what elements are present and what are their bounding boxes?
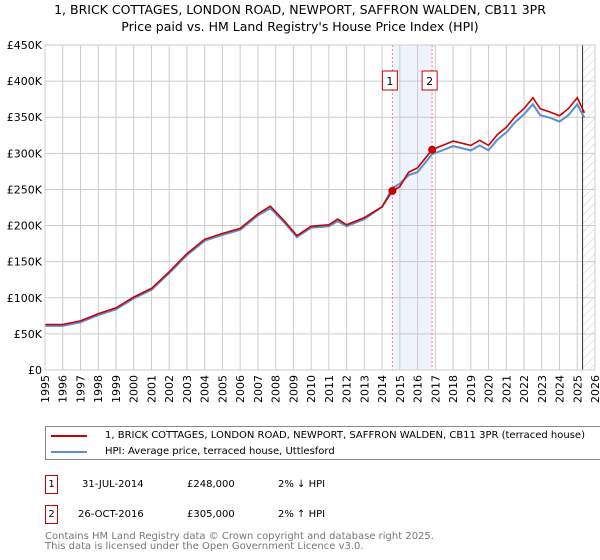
chart: 1995 1996 1997 1998 1999 2000 2001 2002 2003 2004…: [7, 39, 600, 403]
x-tick-label: 2020: [483, 375, 496, 403]
sale-date: 31-JUL-2014: [82, 479, 144, 490]
y-tick-label: £50K: [14, 328, 43, 341]
x-tick-label: 1995: [39, 375, 52, 403]
y-tick-label: £0: [28, 364, 42, 377]
sale-price: £248,000: [187, 479, 235, 490]
x-tick-label: 2004: [199, 375, 212, 403]
sale-hpi: 2% ↓ HPI: [278, 479, 326, 490]
x-tick-label: 2021: [500, 375, 513, 403]
x-tick-label: 2013: [358, 375, 371, 403]
x-tick-label: 2010: [305, 375, 318, 403]
property-line: [45, 96, 586, 326]
y-tick-label: £350K: [7, 111, 43, 124]
x-tick-label: 2017: [429, 375, 442, 403]
x-tick-label: 2023: [536, 375, 549, 403]
x-tick-label: 2016: [412, 375, 425, 403]
x-tick-label: 1999: [110, 375, 123, 403]
legend-hpi: HPI: Average price, terraced house, Uttl…: [105, 446, 335, 457]
x-tick-label: 1998: [92, 375, 105, 403]
x-tick-label: 1996: [57, 375, 70, 403]
x-tick-label: 2008: [270, 375, 283, 403]
y-tick-label: £200K: [7, 220, 43, 233]
sale-row-1: 1 31-JUL-2014 £248,000 2% ↓ HPI: [45, 475, 325, 494]
legend: 1, BRICK COTTAGES, LONDON ROAD, NEWPORT,…: [45, 426, 600, 460]
x-tick-label: 2009: [287, 375, 300, 403]
footer-line-1: Contains HM Land Registry data © Crown c…: [45, 531, 434, 542]
x-tick-label: 2015: [394, 375, 407, 403]
sale-marker-2: 2: [45, 505, 58, 524]
forecast-hatch: [582, 45, 595, 370]
sale-date: 26-OCT-2016: [78, 509, 144, 520]
x-tick-label: 2019: [465, 375, 478, 403]
legend-blue-line: [51, 450, 87, 453]
sale-marker-1: 1: [45, 475, 58, 494]
x-tick-label: 2001: [145, 375, 158, 403]
chart-subtitle: Price paid vs. HM Land Registry's House …: [121, 19, 479, 34]
hpi-line: [45, 102, 586, 327]
y-tick-label: £450K: [7, 39, 43, 52]
x-tick-label: 2022: [518, 375, 531, 403]
x-tick-label: 2014: [376, 375, 389, 403]
x-tick-label: 2024: [554, 375, 567, 403]
sale-label: 1: [386, 75, 393, 88]
sale-price: £305,000: [187, 509, 235, 520]
x-tick-label: 2026: [589, 375, 600, 403]
x-tick-label: 2018: [447, 375, 460, 403]
x-tick-label: 2025: [571, 375, 584, 403]
sale-point: [428, 145, 437, 154]
x-tick-label: 2007: [252, 375, 265, 403]
sale-period-band: [392, 45, 433, 370]
sale-label: 2: [426, 75, 433, 88]
y-tick-label: £150K: [7, 256, 43, 269]
footer: Contains HM Land Registry data © Crown c…: [45, 532, 434, 552]
y-tick-label: £300K: [7, 147, 43, 160]
plot-frame: [44, 44, 596, 371]
x-tick-label: 2005: [216, 375, 229, 403]
x-tick-label: 2011: [323, 375, 336, 403]
legend-red-line: [51, 434, 87, 437]
sale-point: [388, 186, 397, 195]
x-tick-label: 2012: [341, 375, 354, 403]
sale-row-2: 2 26-OCT-2016 £305,000 2% ↑ HPI: [45, 505, 325, 524]
legend-property: 1, BRICK COTTAGES, LONDON ROAD, NEWPORT,…: [105, 430, 585, 441]
footer-line-2: This data is licensed under the Open Gov…: [45, 541, 364, 552]
y-tick-label: £100K: [7, 292, 43, 305]
y-tick-label: £250K: [7, 183, 43, 196]
chart-title: 1, BRICK COTTAGES, LONDON ROAD, NEWPORT,…: [54, 2, 546, 17]
sale-hpi: 2% ↑ HPI: [278, 509, 326, 520]
sale-label-box: [421, 70, 438, 91]
y-tick-label: £400K: [7, 75, 43, 88]
x-tick-label: 2002: [163, 375, 176, 403]
x-tick-label: 2000: [128, 375, 141, 403]
x-tick-label: 2003: [181, 375, 194, 403]
x-tick-label: 2006: [234, 375, 247, 403]
sale-label-box: [381, 70, 398, 91]
x-tick-label: 1997: [74, 375, 87, 403]
